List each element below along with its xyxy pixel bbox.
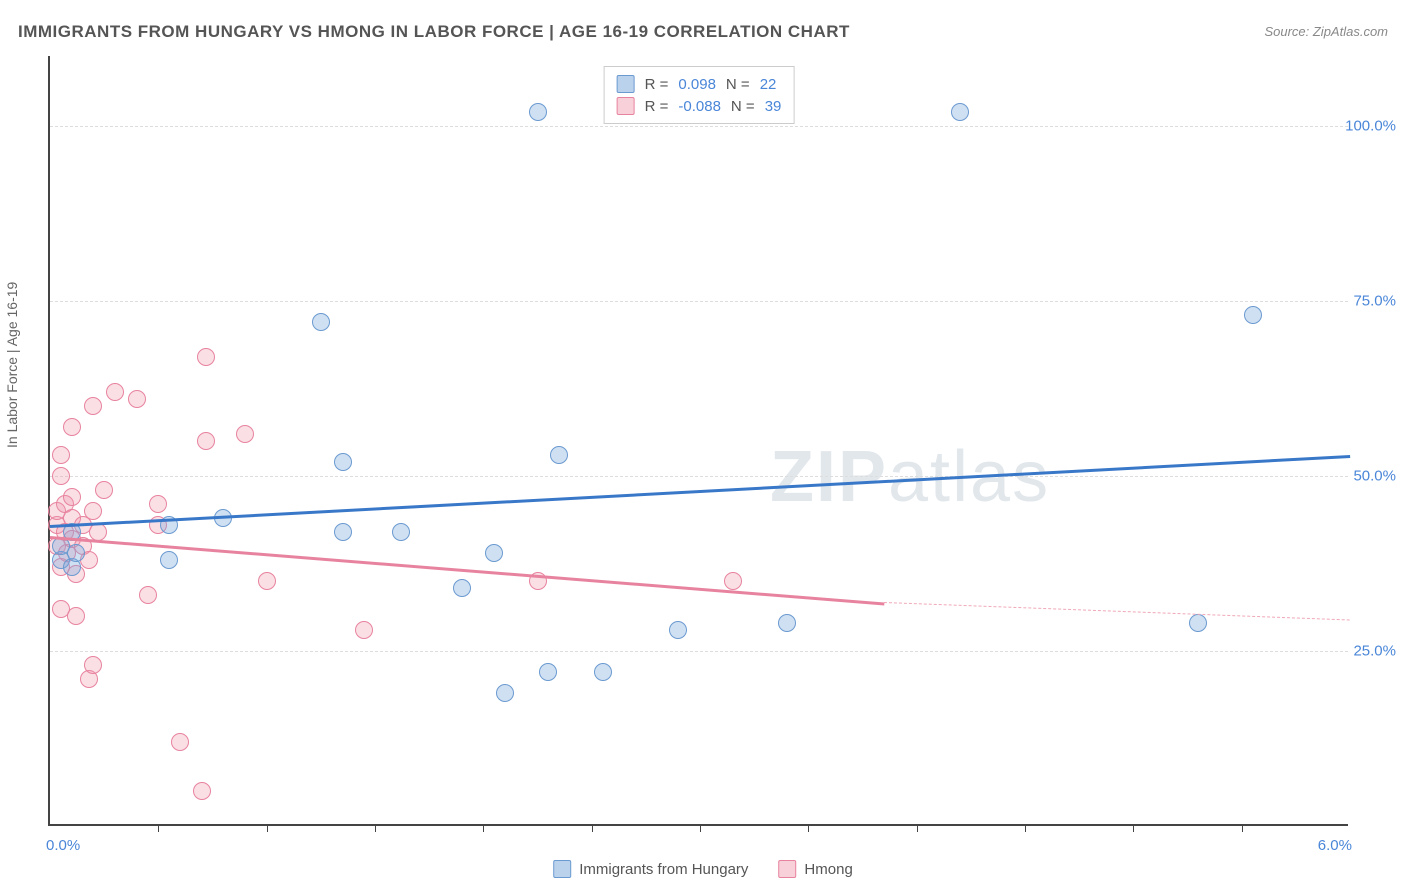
legend-item-pink: Hmong bbox=[778, 860, 852, 878]
xtick bbox=[1133, 824, 1134, 832]
scatter-point-blue bbox=[67, 544, 85, 562]
r-value-blue: 0.098 bbox=[678, 76, 716, 93]
scatter-point-pink bbox=[197, 348, 215, 366]
trend-line bbox=[50, 455, 1350, 527]
scatter-point-pink bbox=[193, 782, 211, 800]
n-value-blue: 22 bbox=[760, 76, 777, 93]
xtick bbox=[592, 824, 593, 832]
scatter-point-pink bbox=[63, 488, 81, 506]
ytick-label: 25.0% bbox=[1353, 643, 1396, 660]
scatter-point-blue bbox=[160, 551, 178, 569]
scatter-point-blue bbox=[550, 446, 568, 464]
scatter-point-pink bbox=[95, 481, 113, 499]
legend-item-blue: Immigrants from Hungary bbox=[553, 860, 748, 878]
scatter-point-pink bbox=[84, 502, 102, 520]
gridline-h bbox=[50, 651, 1348, 652]
stats-row-blue: R = 0.098 N = 22 bbox=[617, 73, 782, 95]
scatter-point-blue bbox=[1189, 614, 1207, 632]
scatter-point-pink bbox=[171, 733, 189, 751]
legend-label-blue: Immigrants from Hungary bbox=[579, 861, 748, 878]
y-axis-label: In Labor Force | Age 16-19 bbox=[4, 282, 20, 448]
legend-swatch-pink-icon bbox=[778, 860, 796, 878]
legend-swatch-blue-icon bbox=[553, 860, 571, 878]
scatter-point-blue bbox=[312, 313, 330, 331]
ytick-label: 75.0% bbox=[1353, 293, 1396, 310]
scatter-point-pink bbox=[52, 446, 70, 464]
xtick bbox=[700, 824, 701, 832]
scatter-point-pink bbox=[63, 418, 81, 436]
xtick bbox=[1025, 824, 1026, 832]
chart-title: IMMIGRANTS FROM HUNGARY VS HMONG IN LABO… bbox=[18, 22, 850, 42]
scatter-point-pink bbox=[355, 621, 373, 639]
source-label: Source: ZipAtlas.com bbox=[1264, 24, 1388, 39]
gridline-h bbox=[50, 476, 1348, 477]
scatter-point-blue bbox=[669, 621, 687, 639]
stats-row-pink: R = -0.088 N = 39 bbox=[617, 95, 782, 117]
xtick bbox=[917, 824, 918, 832]
xtick bbox=[483, 824, 484, 832]
bottom-legend: Immigrants from Hungary Hmong bbox=[553, 860, 853, 878]
scatter-point-blue bbox=[496, 684, 514, 702]
scatter-point-pink bbox=[236, 425, 254, 443]
xtick bbox=[158, 824, 159, 832]
plot-area: R = 0.098 N = 22 R = -0.088 N = 39 ZIPat… bbox=[48, 56, 1348, 826]
scatter-point-blue bbox=[539, 663, 557, 681]
x-axis-min-label: 0.0% bbox=[46, 837, 80, 854]
scatter-point-blue bbox=[594, 663, 612, 681]
scatter-point-blue bbox=[485, 544, 503, 562]
scatter-point-pink bbox=[258, 572, 276, 590]
xtick bbox=[375, 824, 376, 832]
n-value-pink: 39 bbox=[765, 98, 782, 115]
xtick bbox=[267, 824, 268, 832]
n-label-pink: N = bbox=[731, 98, 755, 115]
scatter-point-blue bbox=[951, 103, 969, 121]
xtick bbox=[1242, 824, 1243, 832]
stats-legend-box: R = 0.098 N = 22 R = -0.088 N = 39 bbox=[604, 66, 795, 124]
scatter-point-pink bbox=[197, 432, 215, 450]
xtick bbox=[808, 824, 809, 832]
scatter-point-blue bbox=[453, 579, 471, 597]
legend-label-pink: Hmong bbox=[804, 861, 852, 878]
scatter-point-pink bbox=[52, 467, 70, 485]
trend-line bbox=[884, 602, 1350, 620]
swatch-blue-icon bbox=[617, 75, 635, 93]
scatter-point-blue bbox=[1244, 306, 1262, 324]
scatter-point-blue bbox=[778, 614, 796, 632]
gridline-h bbox=[50, 126, 1348, 127]
scatter-point-blue bbox=[529, 103, 547, 121]
ytick-label: 100.0% bbox=[1345, 118, 1396, 135]
r-value-pink: -0.088 bbox=[678, 98, 721, 115]
r-label-blue: R = bbox=[645, 76, 669, 93]
scatter-point-pink bbox=[84, 397, 102, 415]
scatter-point-pink bbox=[67, 607, 85, 625]
scatter-point-pink bbox=[724, 572, 742, 590]
scatter-point-pink bbox=[84, 656, 102, 674]
x-axis-max-label: 6.0% bbox=[1318, 837, 1352, 854]
scatter-point-pink bbox=[106, 383, 124, 401]
n-label-blue: N = bbox=[726, 76, 750, 93]
gridline-h bbox=[50, 301, 1348, 302]
r-label-pink: R = bbox=[645, 98, 669, 115]
scatter-point-blue bbox=[334, 453, 352, 471]
ytick-label: 50.0% bbox=[1353, 468, 1396, 485]
scatter-point-pink bbox=[128, 390, 146, 408]
watermark: ZIPatlas bbox=[770, 436, 1050, 518]
swatch-pink-icon bbox=[617, 97, 635, 115]
scatter-point-blue bbox=[334, 523, 352, 541]
scatter-point-blue bbox=[392, 523, 410, 541]
scatter-point-pink bbox=[149, 495, 167, 513]
scatter-point-pink bbox=[139, 586, 157, 604]
